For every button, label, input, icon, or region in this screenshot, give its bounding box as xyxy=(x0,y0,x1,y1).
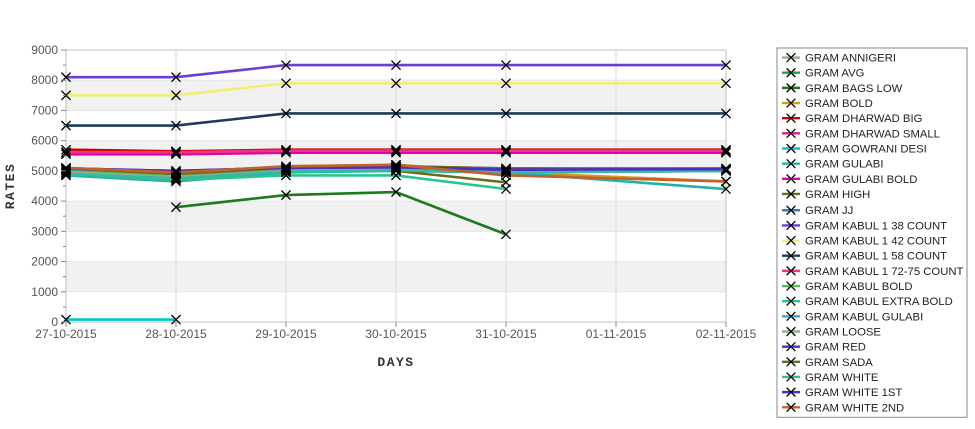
svg-text:GRAM RED: GRAM RED xyxy=(805,342,866,354)
svg-text:29-10-2015: 29-10-2015 xyxy=(255,327,317,341)
svg-text:01-11-2015: 01-11-2015 xyxy=(586,327,647,341)
svg-text:GRAM WHITE 1ST: GRAM WHITE 1ST xyxy=(805,387,902,399)
svg-text:GRAM KABUL 1 42 COUNT: GRAM KABUL 1 42 COUNT xyxy=(805,236,947,248)
svg-text:GRAM DHARWAD BIG: GRAM DHARWAD BIG xyxy=(805,113,922,125)
svg-text:31-10-2015: 31-10-2015 xyxy=(475,327,537,341)
svg-text:GRAM KABUL EXTRA BOLD: GRAM KABUL EXTRA BOLD xyxy=(805,296,953,308)
svg-text:GRAM WHITE: GRAM WHITE xyxy=(805,372,879,384)
svg-text:2000: 2000 xyxy=(31,255,58,269)
svg-text:GRAM KABUL GULABI: GRAM KABUL GULABI xyxy=(805,311,923,323)
svg-text:27-10-2015: 27-10-2015 xyxy=(35,327,97,341)
svg-text:3000: 3000 xyxy=(31,224,58,238)
svg-text:5000: 5000 xyxy=(31,164,58,178)
svg-text:GRAM GOWRANI DESI: GRAM GOWRANI DESI xyxy=(805,144,927,156)
svg-text:GRAM JJ: GRAM JJ xyxy=(805,205,853,217)
svg-text:GRAM SADA: GRAM SADA xyxy=(805,357,873,369)
svg-text:8000: 8000 xyxy=(31,73,58,87)
svg-text:RATES: RATES xyxy=(3,163,18,210)
svg-text:6000: 6000 xyxy=(31,134,58,148)
svg-text:GRAM DHARWAD SMALL: GRAM DHARWAD SMALL xyxy=(805,128,940,140)
svg-text:GRAM KABUL 1 72-75 COUNT: GRAM KABUL 1 72-75 COUNT xyxy=(805,266,964,278)
svg-text:GRAM BAGS LOW: GRAM BAGS LOW xyxy=(805,83,903,95)
svg-text:GRAM AVG: GRAM AVG xyxy=(805,68,864,80)
svg-text:1000: 1000 xyxy=(31,285,58,299)
svg-text:GRAM KABUL 1 38 COUNT: GRAM KABUL 1 38 COUNT xyxy=(805,220,947,232)
svg-text:9000: 9000 xyxy=(31,43,58,57)
svg-text:GRAM BOLD: GRAM BOLD xyxy=(805,98,873,110)
svg-text:30-10-2015: 30-10-2015 xyxy=(365,327,427,341)
svg-text:GRAM WHITE 2ND: GRAM WHITE 2ND xyxy=(805,402,904,414)
svg-text:7000: 7000 xyxy=(31,103,58,117)
svg-text:4000: 4000 xyxy=(31,194,58,208)
svg-text:DAYS: DAYS xyxy=(377,355,414,370)
svg-text:28-10-2015: 28-10-2015 xyxy=(145,327,207,341)
svg-text:GRAM HIGH: GRAM HIGH xyxy=(805,189,870,201)
svg-text:GRAM GULABI: GRAM GULABI xyxy=(805,159,883,171)
svg-text:GRAM ANNIGERI: GRAM ANNIGERI xyxy=(805,53,896,65)
svg-text:02-11-2015: 02-11-2015 xyxy=(696,327,757,341)
svg-text:GRAM LOOSE: GRAM LOOSE xyxy=(805,327,881,339)
svg-text:GRAM KABUL BOLD: GRAM KABUL BOLD xyxy=(805,281,913,293)
svg-text:GRAM KABUL 1 58 COUNT: GRAM KABUL 1 58 COUNT xyxy=(805,251,947,263)
svg-text:GRAM GULABI BOLD: GRAM GULABI BOLD xyxy=(805,174,917,186)
